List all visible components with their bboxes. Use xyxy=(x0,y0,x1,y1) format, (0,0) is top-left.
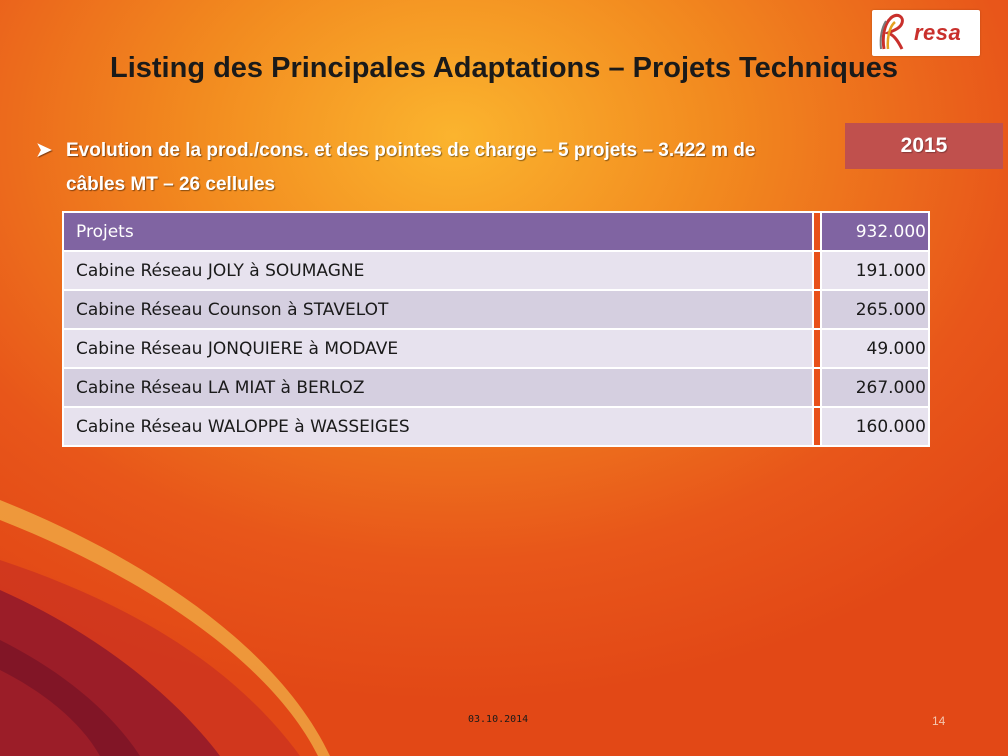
row-value: 267.000 xyxy=(820,367,930,408)
arrow-bullet-icon: ➤ xyxy=(36,140,52,161)
slide-subtitle: ➤ Evolution de la prod./cons. et des poin… xyxy=(36,134,826,202)
row-value: 191.000 xyxy=(820,250,930,291)
year-badge: 2015 xyxy=(845,123,1003,169)
resa-logo: resa xyxy=(872,10,980,56)
subtitle-line-1: Evolution de la prod./cons. et des point… xyxy=(66,140,756,161)
page-number: 14 xyxy=(932,714,946,728)
row-label: Cabine Réseau LA MIAT à BERLOZ xyxy=(61,367,815,408)
row-label: Cabine Réseau JONQUIERE à MODAVE xyxy=(61,328,815,369)
table-header-row: Projets 932.000 xyxy=(61,211,930,252)
resa-logo-text: resa xyxy=(914,20,962,45)
slide-title: Listing des Principales Adaptations – Pr… xyxy=(109,52,898,84)
table-row: Cabine Réseau JOLY à SOUMAGNE 191.000 xyxy=(61,250,930,291)
row-label: Cabine Réseau JOLY à SOUMAGNE xyxy=(61,250,815,291)
table-row: Cabine Réseau JONQUIERE à MODAVE 49.000 xyxy=(61,328,930,369)
resa-logo-icon xyxy=(879,13,904,50)
table-row: Cabine Réseau WALOPPE à WASSEIGES 160.00… xyxy=(61,406,930,447)
projects-table: Projets 932.000 Cabine Réseau JOLY à SOU… xyxy=(61,211,930,447)
footer-date: 03.10.2014 xyxy=(468,714,529,725)
row-value: 49.000 xyxy=(820,328,930,369)
row-label: Cabine Réseau WALOPPE à WASSEIGES xyxy=(61,406,815,447)
table-row: Cabine Réseau Counson à STAVELOT 265.000 xyxy=(61,289,930,330)
row-value: 265.000 xyxy=(820,289,930,330)
header-value: 932.000 xyxy=(820,211,930,252)
header-label: Projets xyxy=(61,211,815,252)
table-row: Cabine Réseau LA MIAT à BERLOZ 267.000 xyxy=(61,367,930,408)
subtitle-line-2: câbles MT – 26 cellules xyxy=(66,174,276,195)
row-label: Cabine Réseau Counson à STAVELOT xyxy=(61,289,815,330)
row-value: 160.000 xyxy=(820,406,930,447)
